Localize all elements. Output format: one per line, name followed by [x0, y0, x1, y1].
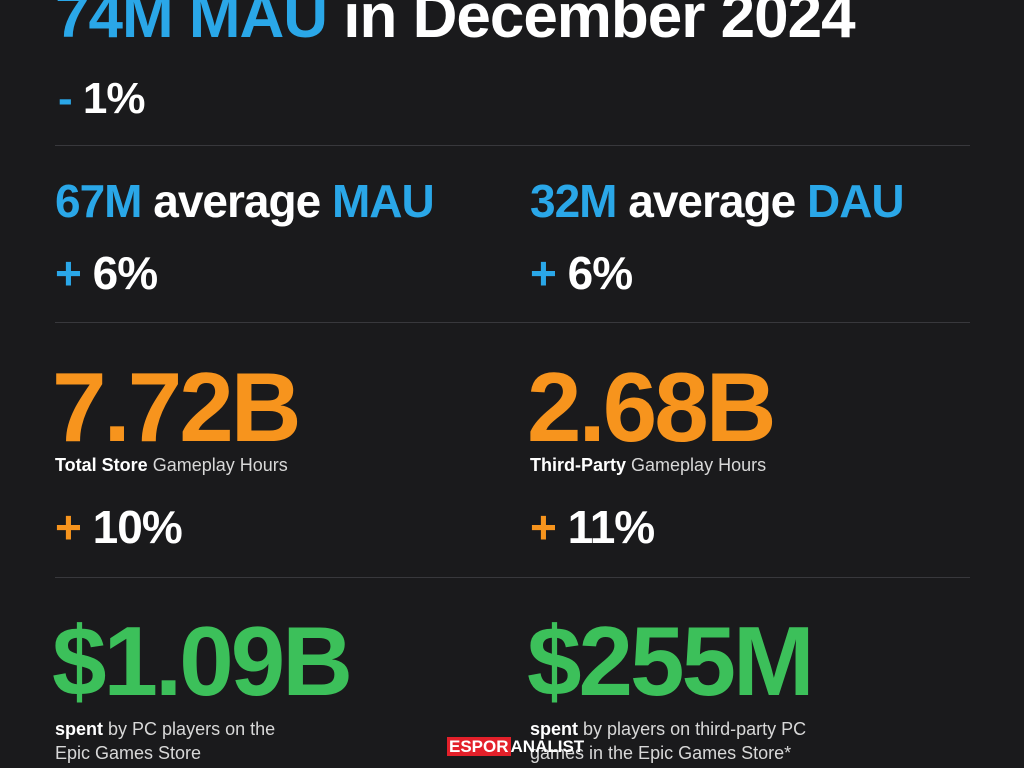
- stat-label: Third-Party Gameplay Hours: [530, 456, 766, 474]
- stat-change: + 10%: [55, 501, 183, 553]
- stat-value: 7.72B: [52, 352, 302, 462]
- stat-label: spent by PC players on the: [55, 720, 275, 738]
- change-value: 1%: [82, 74, 146, 123]
- stat-value: $255M: [527, 606, 815, 716]
- stat-value: 2.68B: [527, 352, 777, 462]
- label: games in the Epic Games Store*: [530, 743, 792, 763]
- label-bold: Total Store: [55, 455, 148, 475]
- divider: [55, 577, 970, 578]
- stat-change: + 11%: [530, 501, 656, 553]
- stat-label: Total Store Gameplay Hours: [55, 456, 288, 474]
- divider: [55, 145, 970, 146]
- watermark-red: ESPOR: [447, 737, 511, 756]
- label: Epic Games Store: [55, 743, 202, 763]
- change-value: 6%: [92, 247, 158, 299]
- stat-value: $1.09B: [52, 606, 353, 716]
- headline-value: 74M MAU: [55, 0, 328, 51]
- stat-label: spent by players on third-party PC: [530, 720, 806, 738]
- stat-word: average: [153, 175, 321, 227]
- headline-text: in December 2024: [343, 0, 855, 51]
- label: Gameplay Hours: [152, 455, 288, 475]
- change-sign: +: [530, 247, 557, 299]
- watermark-white: ANALIST: [510, 737, 585, 756]
- label-bold: spent: [55, 719, 104, 739]
- stat: 32M average DAU: [530, 175, 905, 227]
- change-sign: +: [55, 501, 82, 553]
- divider: [55, 322, 970, 323]
- label: by players on third-party PC: [583, 719, 807, 739]
- watermark: ESPOR ANALIST: [447, 737, 585, 756]
- label: by PC players on the: [108, 719, 276, 739]
- stat-change: + 6%: [55, 247, 158, 299]
- stat-metric: DAU: [806, 175, 905, 227]
- stat: 67M average MAU: [55, 175, 435, 227]
- stat-word: average: [628, 175, 796, 227]
- change-sign: +: [530, 501, 557, 553]
- headline: 74M MAU in December 2024: [55, 0, 856, 51]
- label-bold: spent: [530, 719, 579, 739]
- stat-value: 32M: [530, 175, 617, 227]
- headline-change: - 1%: [58, 74, 146, 123]
- change-value: 10%: [92, 501, 183, 553]
- change-value: 11%: [567, 501, 656, 553]
- label-bold: Third-Party: [530, 455, 627, 475]
- stat-value: 67M: [55, 175, 142, 227]
- change-sign: +: [55, 247, 82, 299]
- change-sign: -: [58, 74, 73, 123]
- stat-metric: MAU: [331, 175, 435, 227]
- stat-change: + 6%: [530, 247, 633, 299]
- label: Gameplay Hours: [631, 455, 767, 475]
- change-value: 6%: [567, 247, 633, 299]
